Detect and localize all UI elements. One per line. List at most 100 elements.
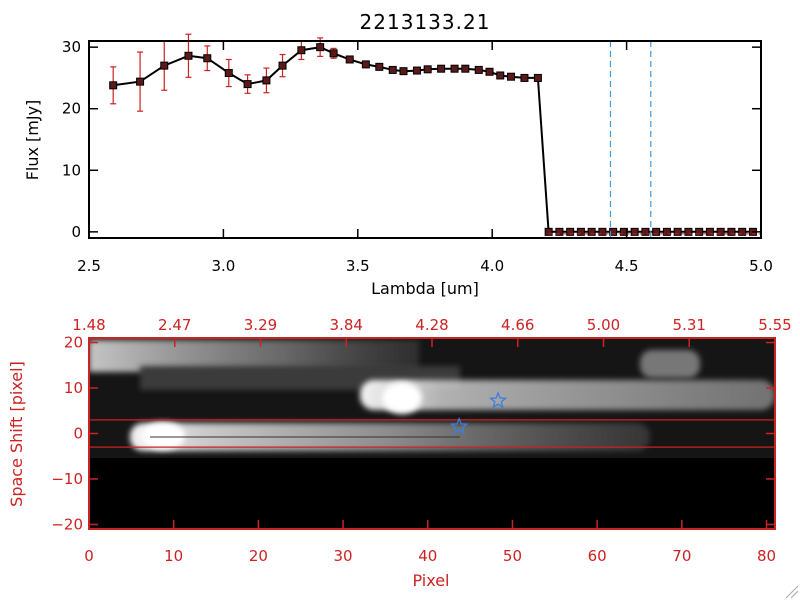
top-tick-label: 3.84 xyxy=(330,316,363,334)
spectrum-x-ticks: 2.5 3.0 3.5 4.0 4.5 5.0 xyxy=(77,41,773,275)
y-tick-label: 30 xyxy=(62,38,81,56)
data-point xyxy=(316,43,325,52)
x-tick-label: 70 xyxy=(672,547,691,565)
spectrum-markers xyxy=(109,43,757,236)
spectrum-x-label: Lambda [um] xyxy=(371,279,479,298)
data-point xyxy=(576,227,585,236)
data-point xyxy=(496,71,505,80)
data-point xyxy=(345,55,354,64)
data-point xyxy=(716,227,725,236)
top-tick-label: 4.66 xyxy=(501,316,534,334)
data-point xyxy=(109,81,118,90)
data-point xyxy=(184,51,193,60)
image-top-wavelength-ticks: 1.48 2.47 3.29 3.84 4.28 4.66 5.00 5.31 5.55 xyxy=(72,316,792,347)
x-tick-label: 60 xyxy=(588,547,607,565)
x-tick-label: 4.5 xyxy=(615,257,639,275)
image-upper-trace xyxy=(360,380,775,410)
top-tick-label: 5.31 xyxy=(673,316,706,334)
x-tick-label: 20 xyxy=(249,547,268,565)
data-point xyxy=(361,60,370,69)
image-x-ticks: 0 10 20 30 40 50 60 70 80 xyxy=(84,520,776,565)
data-point xyxy=(399,67,408,76)
data-point xyxy=(566,227,575,236)
x-tick-label: 80 xyxy=(757,547,776,565)
y-tick-label: 0 xyxy=(71,223,81,241)
data-point xyxy=(544,227,553,236)
x-tick-label: 5.0 xyxy=(749,257,773,275)
data-point xyxy=(474,65,483,74)
resize-grip-icon[interactable] xyxy=(785,585,799,599)
data-point xyxy=(507,72,516,81)
data-point xyxy=(695,227,704,236)
data-point xyxy=(598,227,607,236)
image-faint-blob xyxy=(640,350,700,378)
image-stars xyxy=(449,390,508,435)
data-point xyxy=(652,227,661,236)
data-point xyxy=(243,80,252,89)
data-point xyxy=(485,67,494,76)
data-point xyxy=(262,76,271,85)
x-tick-label: 4.0 xyxy=(480,257,504,275)
data-point xyxy=(673,227,682,236)
data-point xyxy=(533,73,542,82)
y-tick-label: −20 xyxy=(51,515,83,533)
data-point xyxy=(684,227,693,236)
top-tick-label: 5.00 xyxy=(587,316,620,334)
data-point xyxy=(520,73,529,82)
data-point xyxy=(450,64,459,73)
data-point xyxy=(641,227,650,236)
data-point xyxy=(203,54,212,63)
image-extraction-lines xyxy=(89,419,775,448)
data-point xyxy=(297,46,306,55)
data-point xyxy=(630,227,639,236)
data-point xyxy=(587,227,596,236)
data-point xyxy=(329,49,338,58)
top-tick-label: 5.55 xyxy=(758,316,791,334)
data-point xyxy=(461,64,470,73)
y-tick-label: 10 xyxy=(62,161,81,179)
x-tick-label: 0 xyxy=(84,547,94,565)
data-point xyxy=(423,65,432,74)
y-tick-label: 20 xyxy=(64,334,83,352)
data-point xyxy=(555,227,564,236)
data-point xyxy=(278,61,287,70)
x-tick-label: 50 xyxy=(503,547,522,565)
top-tick-label: 3.29 xyxy=(244,316,277,334)
y-tick-label: 0 xyxy=(73,425,83,443)
spectrum-title: 2213133.21 xyxy=(360,10,491,34)
spectrum-vertical-lines xyxy=(548,41,761,238)
x-tick-label: 2.5 xyxy=(77,257,101,275)
data-point xyxy=(388,65,397,74)
top-tick-label: 2.47 xyxy=(158,316,191,334)
image-upper-source xyxy=(382,382,422,414)
data-point xyxy=(609,227,618,236)
data-point xyxy=(160,61,169,70)
star-icon xyxy=(488,390,508,409)
spectrum-line xyxy=(113,46,753,233)
data-point xyxy=(705,227,714,236)
x-tick-label: 3.0 xyxy=(211,257,235,275)
x-tick-label: 10 xyxy=(164,547,183,565)
spectrum-y-label: Flux [mJy] xyxy=(23,100,42,181)
y-tick-label: −10 xyxy=(51,470,83,488)
data-point xyxy=(412,66,421,75)
data-point xyxy=(738,227,747,236)
data-point xyxy=(662,227,671,236)
spectrum-plot-frame xyxy=(88,40,762,239)
top-tick-label: 1.48 xyxy=(72,316,105,334)
data-point xyxy=(619,227,628,236)
image-y-label: Space Shift [pixel] xyxy=(7,361,26,507)
spectrum-image xyxy=(89,338,775,529)
x-tick-label: 30 xyxy=(334,547,353,565)
data-point xyxy=(136,77,145,86)
x-tick-label: 3.5 xyxy=(346,257,370,275)
data-point xyxy=(727,227,736,236)
data-point xyxy=(437,64,446,73)
spectrum-y-ticks: 0 10 20 30 xyxy=(62,38,761,241)
image-x-label: Pixel xyxy=(412,571,449,590)
star-icon xyxy=(449,416,469,435)
data-point xyxy=(375,62,384,71)
y-tick-label: 10 xyxy=(64,379,83,397)
